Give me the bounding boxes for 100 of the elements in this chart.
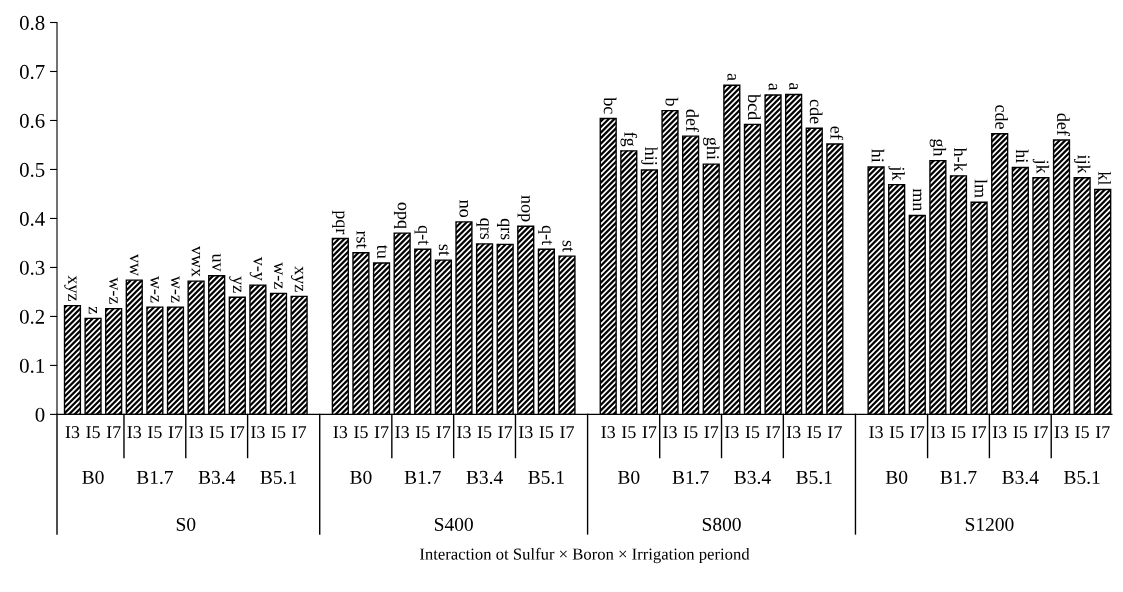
x-tick-label: I3: [931, 426, 945, 439]
text: B1.7: [672, 470, 709, 485]
data-label: kl: [1098, 171, 1111, 186]
text: B0: [350, 470, 372, 484]
x-tick-label: I3: [65, 426, 80, 439]
text: B5.1: [260, 470, 296, 485]
x-tick-label: I7: [766, 426, 781, 439]
x-tick-label: I3: [663, 426, 677, 439]
text: B5.1: [528, 470, 564, 485]
text: S400: [434, 517, 473, 531]
text: B0: [618, 470, 640, 484]
x-tick-label: I7: [972, 426, 987, 439]
data-label: a: [768, 83, 778, 91]
x-tick-label: I7: [436, 426, 451, 439]
data-label: lm: [974, 179, 988, 198]
y-tick-label: 0.3: [19, 260, 45, 275]
data-label: ef: [830, 126, 844, 140]
x-tick-label: I5: [745, 426, 760, 439]
y-tick-label: 0.7: [19, 64, 45, 80]
x-tick-label: I5: [415, 426, 430, 439]
data-label: v-y: [249, 256, 262, 281]
data-label: cde: [995, 105, 1008, 129]
data-label: h-k: [954, 147, 967, 172]
text: B5.1: [1064, 470, 1100, 485]
x-tick-label: I5: [889, 426, 904, 439]
y-tick-label: 0.6: [19, 113, 45, 128]
data-label: hij: [641, 146, 658, 165]
x-tick-label: I5: [951, 426, 966, 439]
data-label: ijk: [1073, 154, 1091, 174]
y-tick-label: 0: [35, 407, 45, 422]
data-label: def: [1057, 113, 1070, 136]
data-label: st: [562, 240, 573, 252]
data-label: vw: [129, 253, 139, 276]
x-tick-label: I3: [992, 426, 1007, 439]
x-tick-label: I5: [477, 426, 492, 439]
x-tick-label: I7: [374, 426, 389, 439]
text: B5.1: [796, 470, 832, 485]
data-label: no: [459, 200, 469, 218]
data-label: qrs: [476, 218, 489, 240]
text: B3.4: [466, 470, 503, 485]
x-tick-label: I5: [1075, 426, 1089, 439]
x-tick-label: I7: [292, 426, 307, 439]
y-tick-label: 0.2: [19, 309, 45, 324]
data-label: w-z: [273, 262, 283, 289]
data-label: rst: [356, 230, 367, 249]
text: S0: [176, 517, 196, 531]
data-label: st: [438, 244, 450, 256]
x-tick-label: I7: [910, 426, 925, 439]
text: S1200: [965, 517, 1014, 531]
data-label: w-z: [150, 275, 159, 303]
x-tick-label: I5: [354, 426, 368, 439]
x-tick-label: I3: [127, 426, 142, 439]
x-tick-label: I5: [683, 426, 698, 439]
data-label: fg: [620, 132, 638, 147]
data-label: tu: [377, 244, 388, 259]
text: B1.7: [940, 470, 977, 485]
text: B0: [82, 470, 104, 484]
x-tick-label: I5: [807, 426, 822, 439]
data-label: hi: [871, 148, 885, 163]
x-tick-label: I3: [251, 426, 265, 439]
x-tick-label: I7: [230, 426, 245, 439]
x-tick-label: I7: [560, 426, 574, 439]
x-tick-label: I3: [189, 426, 203, 439]
data-label: cde: [809, 99, 823, 124]
data-label: xyz: [64, 275, 77, 301]
x-tick-label: I3: [601, 426, 616, 439]
x-tick-label: I5: [539, 426, 554, 439]
data-label: a: [727, 73, 736, 81]
data-label: q-t: [414, 225, 429, 246]
x-tick-label: I7: [704, 426, 719, 439]
data-label: w-z: [109, 277, 118, 304]
data-label: z: [88, 306, 98, 314]
x-tick-label: I3: [1054, 426, 1069, 439]
data-label: b: [665, 97, 679, 106]
x-tick-label: I7: [168, 426, 183, 439]
data-label: yz: [229, 276, 242, 293]
text: B3.4: [198, 470, 236, 485]
x-tick-label: I7: [498, 426, 513, 439]
data-label: uv: [212, 253, 221, 272]
data-label: opq: [393, 202, 407, 229]
data-label: vwx: [191, 245, 201, 277]
y-tick-label: 0.4: [19, 211, 45, 226]
text: S800: [702, 517, 741, 531]
data-label: ghi: [703, 137, 720, 160]
x-tick-label: I3: [869, 426, 883, 439]
y-tick-label: 0.1: [19, 358, 44, 373]
data-label: jk: [1032, 159, 1050, 174]
data-label: nop: [517, 195, 530, 222]
text: B3.4: [1002, 470, 1039, 485]
x-tick-label: I3: [457, 426, 471, 439]
data-label: bcd: [747, 94, 761, 120]
data-label: def: [686, 109, 699, 132]
x-tick-label: I3: [333, 426, 348, 439]
data-label: hi: [1015, 149, 1029, 163]
text: B3.4: [734, 470, 771, 485]
x-tick-label: I7: [106, 426, 121, 439]
data-label: jk: [888, 165, 905, 181]
data-label: mn: [912, 188, 922, 212]
text: B0: [885, 470, 908, 484]
data-label: w-z: [170, 275, 180, 303]
